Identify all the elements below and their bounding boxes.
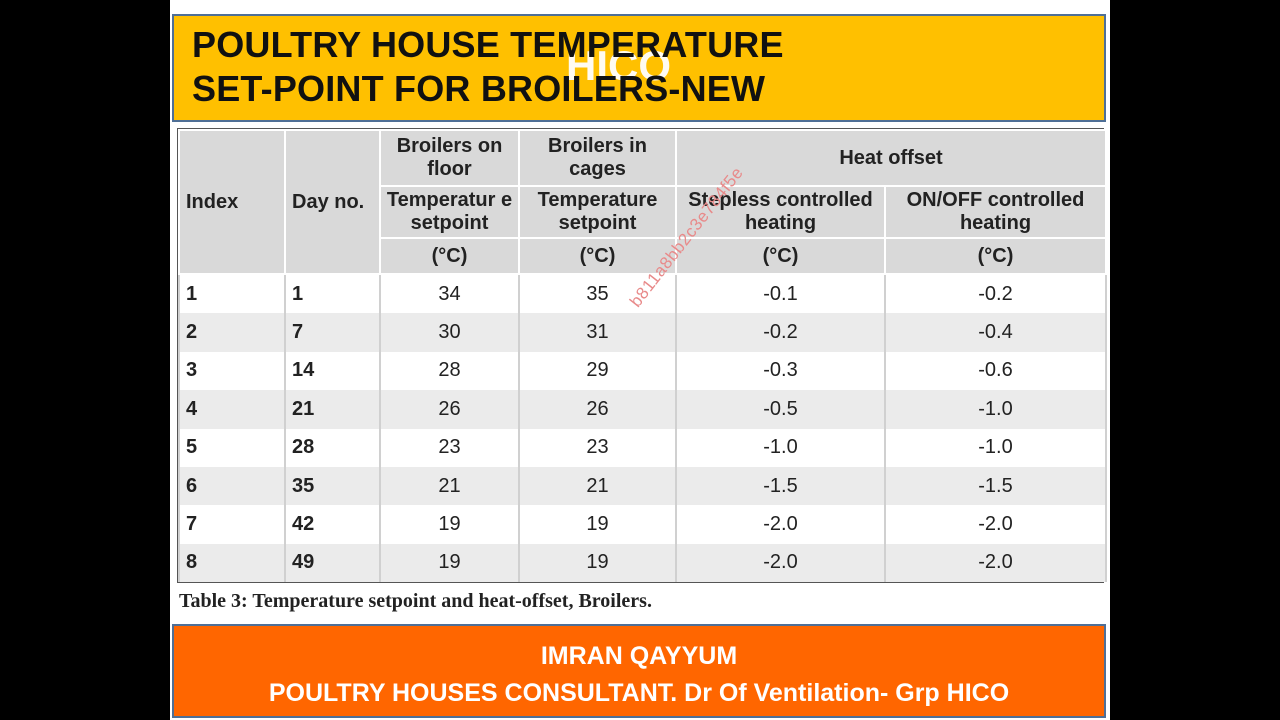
author-title: POULTRY HOUSES CONSULTANT. Dr Of Ventila…: [268, 679, 1010, 707]
cell-index: 7: [178, 505, 286, 544]
cell-cages-setpoint: 19: [518, 505, 677, 544]
cell-cages-setpoint: 21: [518, 466, 677, 506]
cell-floor-setpoint: 19: [379, 543, 520, 582]
cell-day: 28: [284, 428, 381, 467]
cell-index: 3: [178, 351, 286, 391]
table-row: 8 49 19 19 -2.0 -2.0: [178, 543, 1108, 582]
cell-day: 42: [284, 505, 381, 544]
cell-floor-setpoint: 30: [379, 313, 520, 352]
header-index: Index: [178, 129, 286, 275]
cell-onoff-offset: -0.2: [883, 274, 1108, 314]
cell-onoff-offset: -1.0: [883, 390, 1108, 429]
header-day: Day no.: [284, 129, 381, 275]
cell-stepless-offset: -0.2: [675, 313, 886, 352]
cell-stepless-offset: -0.5: [675, 390, 886, 429]
cell-index: 6: [178, 466, 286, 506]
table-row: 3 14 28 29 -0.3 -0.6: [178, 351, 1108, 391]
unit-cages: (°C): [518, 237, 677, 275]
header-cages-group: Broilers in cages: [518, 129, 677, 187]
cell-onoff-offset: -0.4: [883, 313, 1108, 352]
setpoint-table: Index Day no. Broilers on floor Broilers…: [178, 129, 1108, 582]
cell-day: 35: [284, 466, 381, 506]
cell-cages-setpoint: 23: [518, 428, 677, 467]
table-row: 6 35 21 21 -1.5 -1.5: [178, 466, 1108, 506]
table-row: 2 7 30 31 -0.2 -0.4: [178, 313, 1108, 352]
cell-stepless-offset: -2.0: [675, 505, 886, 544]
cell-onoff-offset: -0.6: [883, 351, 1108, 391]
cell-day: 14: [284, 351, 381, 391]
table-row: 1 1 34 35 -0.1 -0.2: [178, 274, 1108, 314]
cell-index: 4: [178, 390, 286, 429]
cell-day: 49: [284, 543, 381, 582]
cell-onoff-offset: -2.0: [883, 505, 1108, 544]
header-floor-group: Broilers on floor: [379, 129, 520, 187]
cell-floor-setpoint: 34: [379, 274, 520, 314]
cell-day: 21: [284, 390, 381, 429]
slide: HICO POULTRY HOUSE TEMPERATURE SET-POINT…: [170, 0, 1110, 720]
cell-stepless-offset: -1.0: [675, 428, 886, 467]
cell-index: 5: [178, 428, 286, 467]
cell-floor-setpoint: 26: [379, 390, 520, 429]
cell-stepless-offset: -0.1: [675, 274, 886, 314]
header-cages-setpoint: Temperature setpoint: [518, 185, 677, 239]
cell-cages-setpoint: 19: [518, 543, 677, 582]
cell-day: 7: [284, 313, 381, 352]
cell-index: 1: [178, 274, 286, 314]
table-row: 4 21 26 26 -0.5 -1.0: [178, 390, 1108, 429]
table-caption: Table 3: Temperature setpoint and heat-o…: [179, 590, 652, 612]
cell-cages-setpoint: 35: [518, 274, 677, 314]
header-heat-offset: Heat offset: [674, 129, 1108, 187]
cell-onoff-offset: -1.0: [883, 428, 1108, 467]
cell-stepless-offset: -2.0: [675, 543, 886, 582]
footer-banner: IMRAN QAYYUM POULTRY HOUSES CONSULTANT. …: [172, 624, 1106, 718]
cell-index: 8: [178, 543, 286, 582]
unit-stepless: (°C): [675, 237, 886, 275]
title-watermark: HICO: [566, 42, 671, 89]
cell-floor-setpoint: 23: [379, 428, 520, 467]
title-banner: HICO POULTRY HOUSE TEMPERATURE SET-POINT…: [172, 14, 1106, 122]
cell-floor-setpoint: 19: [379, 505, 520, 544]
cell-onoff-offset: -1.5: [883, 466, 1108, 506]
cell-index: 2: [178, 313, 286, 352]
setpoint-table-panel: Index Day no. Broilers on floor Broilers…: [177, 128, 1108, 583]
title-line-1: POULTRY HOUSE TEMPERATURE: [192, 24, 784, 65]
title-line-2: SET-POINT FOR BROILERS-NEW: [192, 68, 766, 109]
table-row: 5 28 23 23 -1.0 -1.0: [178, 428, 1108, 467]
cell-stepless-offset: -1.5: [675, 466, 886, 506]
table-row: 7 42 19 19 -2.0 -2.0: [178, 505, 1108, 544]
header-stepless: Stepless controlled heating: [675, 185, 886, 239]
unit-onoff: (°C): [883, 237, 1108, 275]
cell-stepless-offset: -0.3: [675, 351, 886, 391]
header-onoff: ON/OFF controlled heating: [883, 185, 1108, 239]
cell-cages-setpoint: 26: [518, 390, 677, 429]
cell-floor-setpoint: 21: [379, 466, 520, 506]
cell-cages-setpoint: 29: [518, 351, 677, 391]
cell-floor-setpoint: 28: [379, 351, 520, 391]
unit-floor: (°C): [379, 237, 520, 275]
cell-day: 1: [284, 274, 381, 314]
author-name: IMRAN QAYYUM: [540, 642, 738, 670]
header-floor-setpoint: Temperatur e setpoint: [379, 185, 520, 239]
table-body: 1 1 34 35 -0.1 -0.2 2 7 30 31 -0.2 -0.4 3 14 28 29 -0.3-…: [178, 274, 1108, 582]
cell-cages-setpoint: 31: [518, 313, 677, 352]
cell-onoff-offset: -2.0: [883, 543, 1108, 582]
